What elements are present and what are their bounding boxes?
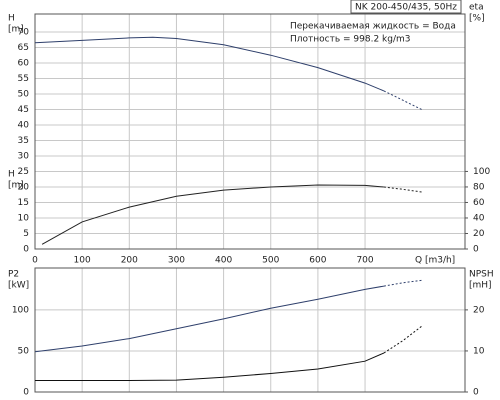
- plot-frame: [34, 267, 466, 393]
- curve: [383, 279, 422, 287]
- curve: [41, 184, 384, 245]
- y2-axis-label: NPSH: [469, 270, 494, 280]
- plot-frame: [34, 13, 466, 250]
- annotation: Плотность = 998.2 kg/m3: [290, 35, 411, 45]
- title-box: [350, 0, 462, 14]
- y-tick-label: 50: [18, 346, 30, 356]
- y-tick-label: 70: [18, 27, 30, 37]
- curve: [34, 36, 385, 92]
- y-tick-label: 100: [12, 305, 29, 315]
- y2-tick-label: 10: [473, 346, 485, 356]
- y-tick-label: 45: [18, 105, 29, 115]
- x-tick-label: 700: [356, 256, 373, 266]
- y-axis-label: P2: [8, 270, 19, 280]
- curve: [383, 325, 422, 354]
- y2-tick-label: 80: [473, 182, 485, 192]
- y-tick-label: 5: [23, 229, 29, 239]
- curve: [35, 352, 385, 381]
- y-tick-label: 25: [18, 167, 29, 177]
- y-tick-label: 30: [18, 151, 30, 161]
- y2-axis-label: [%]: [469, 14, 485, 24]
- y-tick-label: 15: [18, 198, 29, 208]
- y2-tick-label: 0: [473, 245, 479, 255]
- y-axis-label: H: [8, 14, 15, 24]
- y2-axis-label: [mH]: [469, 281, 492, 291]
- y-axis-label: [kW]: [8, 281, 29, 291]
- x-axis-label: Q [m3/h]: [415, 256, 455, 266]
- x-tick-label: 600: [309, 256, 326, 266]
- x-tick-label: 0: [32, 256, 38, 266]
- curve: [383, 90, 422, 110]
- curve: [34, 285, 384, 353]
- y-tick-label: 35: [18, 136, 29, 146]
- y-tick-label: 40: [18, 120, 30, 130]
- y2-tick-label: 20: [473, 229, 485, 239]
- y-tick-label: 20: [18, 182, 30, 192]
- y2-tick-label: 100: [473, 167, 490, 177]
- y-axis-label: [m]: [8, 25, 24, 35]
- x-tick-label: 400: [215, 256, 232, 266]
- x-tick-label: 200: [121, 256, 138, 266]
- y2-tick-label: 0: [473, 388, 479, 398]
- y-tick-label: 50: [18, 89, 30, 99]
- y-axis-label: [m]: [8, 181, 24, 191]
- x-tick-label: 100: [74, 256, 91, 266]
- y-tick-label: 55: [18, 74, 29, 84]
- y-axis-label: H: [8, 170, 15, 180]
- x-tick-label: 500: [262, 256, 279, 266]
- y2-tick-label: 40: [473, 213, 485, 223]
- y2-axis-label: eta: [469, 3, 484, 13]
- y-tick-label: 60: [18, 58, 30, 68]
- y-tick-label: 10: [18, 213, 30, 223]
- x-tick-label: 300: [168, 256, 185, 266]
- chart-title: NK 200-450/435, 50Hz: [355, 3, 457, 13]
- y-tick-label: 0: [23, 245, 29, 255]
- y2-tick-label: 60: [473, 198, 485, 208]
- curve: [383, 186, 422, 193]
- y-tick-label: 65: [18, 43, 29, 53]
- y2-tick-label: 20: [473, 305, 485, 315]
- annotation: Перекачиваемая жидкость = Вода: [290, 22, 456, 32]
- y-tick-label: 0: [23, 388, 29, 398]
